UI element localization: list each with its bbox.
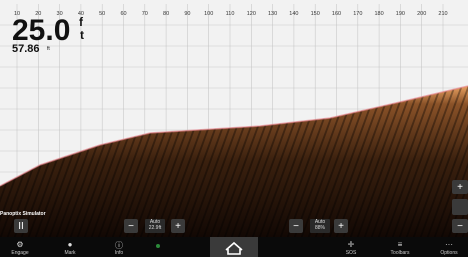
ruler-label: 130 [268, 11, 277, 17]
ruler-label: 50 [99, 11, 105, 17]
toolbar-label[interactable]: Options [434, 250, 464, 256]
sonar-view: 1020304050607080901001101201301401501601… [0, 0, 468, 257]
toolbar-label[interactable]: Mark [55, 250, 85, 256]
toolbars-icon: ≡ [385, 240, 415, 249]
side-plus[interactable]: + [452, 180, 468, 194]
toolbar-label[interactable]: SOS [336, 250, 366, 256]
range-value: 22.9ft [145, 225, 165, 231]
ruler-label: 60 [120, 11, 126, 17]
ruler-label: 110 [226, 11, 235, 17]
ruler-label: 70 [142, 11, 148, 17]
toolbar-label[interactable]: Info [104, 250, 134, 256]
options-icon: ··· [434, 240, 464, 249]
pause-button[interactable]: II [14, 219, 28, 233]
toolbar-label[interactable]: Engage [5, 250, 35, 256]
range-plus[interactable]: + [171, 219, 185, 233]
ruler-label: 180 [375, 11, 384, 17]
temperature-value: 57.86 [12, 43, 40, 55]
side-minus[interactable]: − [452, 219, 468, 233]
ruler-label: 150 [311, 11, 320, 17]
gain-plus[interactable]: + [334, 219, 348, 233]
ruler-label: 140 [289, 11, 298, 17]
range-minus[interactable]: − [124, 219, 138, 233]
ruler-label: 190 [396, 11, 405, 17]
sonar-screen: 1020304050607080901001101201301401501601… [0, 0, 468, 257]
ruler-label: 120 [247, 11, 256, 17]
ruler-label: 80 [163, 11, 169, 17]
ruler-label: 90 [184, 11, 190, 17]
ruler-label: 100 [204, 11, 213, 17]
gain-minus[interactable]: − [289, 219, 303, 233]
engage-icon: ⚙ [5, 240, 35, 249]
ruler-label: 210 [438, 11, 447, 17]
ruler-label: 170 [353, 11, 362, 17]
mark-icon: ● [55, 240, 85, 249]
sos-icon: ✛ [336, 240, 366, 249]
toolbar-label[interactable]: Toolbars [385, 250, 415, 256]
status-dot [156, 244, 160, 248]
ruler-label: 200 [417, 11, 426, 17]
side-control[interactable] [452, 199, 468, 215]
gain-value: 88% [310, 225, 330, 231]
ruler-label: 160 [332, 11, 341, 17]
source-label: Panoptix Simulator [0, 211, 60, 217]
depth-unit: t [80, 28, 84, 42]
